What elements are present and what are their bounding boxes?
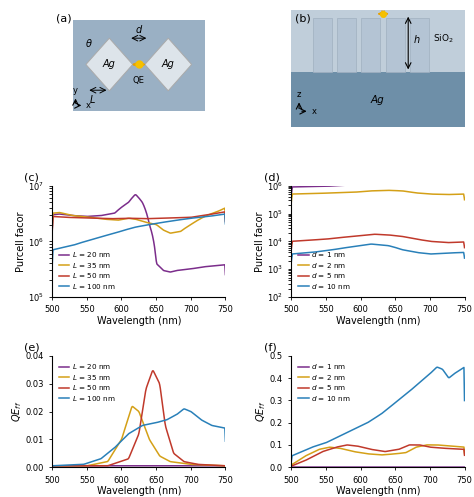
Text: (f): (f) (264, 342, 276, 352)
Text: x: x (312, 107, 317, 116)
Y-axis label: $QE_{ff}$: $QE_{ff}$ (255, 401, 268, 422)
Text: (c): (c) (25, 172, 39, 182)
Y-axis label: Purcell facor: Purcell facor (255, 211, 265, 271)
Polygon shape (313, 18, 332, 72)
X-axis label: Wavelength (nm): Wavelength (nm) (336, 486, 420, 496)
Polygon shape (145, 38, 191, 91)
Text: Ag: Ag (371, 94, 385, 104)
Text: (d): (d) (264, 172, 279, 182)
Text: z: z (297, 89, 301, 98)
Text: (b): (b) (295, 13, 310, 23)
Legend: $L$ = 20 nm, $L$ = 35 nm, $L$ = 50 nm, $L$ = 100 nm: $L$ = 20 nm, $L$ = 35 nm, $L$ = 50 nm, $… (56, 248, 118, 293)
X-axis label: Wavelength (nm): Wavelength (nm) (97, 316, 181, 326)
Text: Ag: Ag (162, 60, 174, 70)
Polygon shape (337, 18, 356, 72)
Text: (a): (a) (55, 13, 71, 23)
Polygon shape (73, 20, 205, 111)
Legend: $d$ = 1 nm, $d$ = 2 nm, $d$ = 5 nm, $d$ = 10 nm: $d$ = 1 nm, $d$ = 2 nm, $d$ = 5 nm, $d$ … (295, 359, 354, 406)
Polygon shape (86, 38, 133, 91)
Text: QE: QE (133, 76, 145, 85)
Legend: $d$ = 1 nm, $d$ = 2 nm, $d$ = 5 nm, $d$ = 10 nm: $d$ = 1 nm, $d$ = 2 nm, $d$ = 5 nm, $d$ … (295, 248, 354, 293)
Polygon shape (362, 18, 381, 72)
Text: $\theta$: $\theta$ (85, 37, 92, 49)
Polygon shape (291, 72, 465, 127)
Text: $h$: $h$ (413, 33, 421, 45)
Y-axis label: $QE_{ff}$: $QE_{ff}$ (10, 401, 24, 422)
Text: $L$: $L$ (90, 93, 96, 105)
Y-axis label: Purcell facor: Purcell facor (17, 211, 27, 271)
Polygon shape (410, 18, 429, 72)
Text: y: y (73, 86, 78, 95)
Text: Ag: Ag (103, 60, 116, 70)
Text: $d$: $d$ (135, 23, 143, 35)
Polygon shape (291, 10, 465, 72)
Text: (e): (e) (25, 342, 40, 352)
Text: x: x (86, 101, 91, 110)
Polygon shape (386, 18, 405, 72)
X-axis label: Wavelength (nm): Wavelength (nm) (336, 316, 420, 326)
Text: SiO$_2$: SiO$_2$ (433, 33, 454, 45)
Legend: $L$ = 20 nm, $L$ = 35 nm, $L$ = 50 nm, $L$ = 100 nm: $L$ = 20 nm, $L$ = 35 nm, $L$ = 50 nm, $… (56, 359, 118, 406)
X-axis label: Wavelength (nm): Wavelength (nm) (97, 486, 181, 496)
